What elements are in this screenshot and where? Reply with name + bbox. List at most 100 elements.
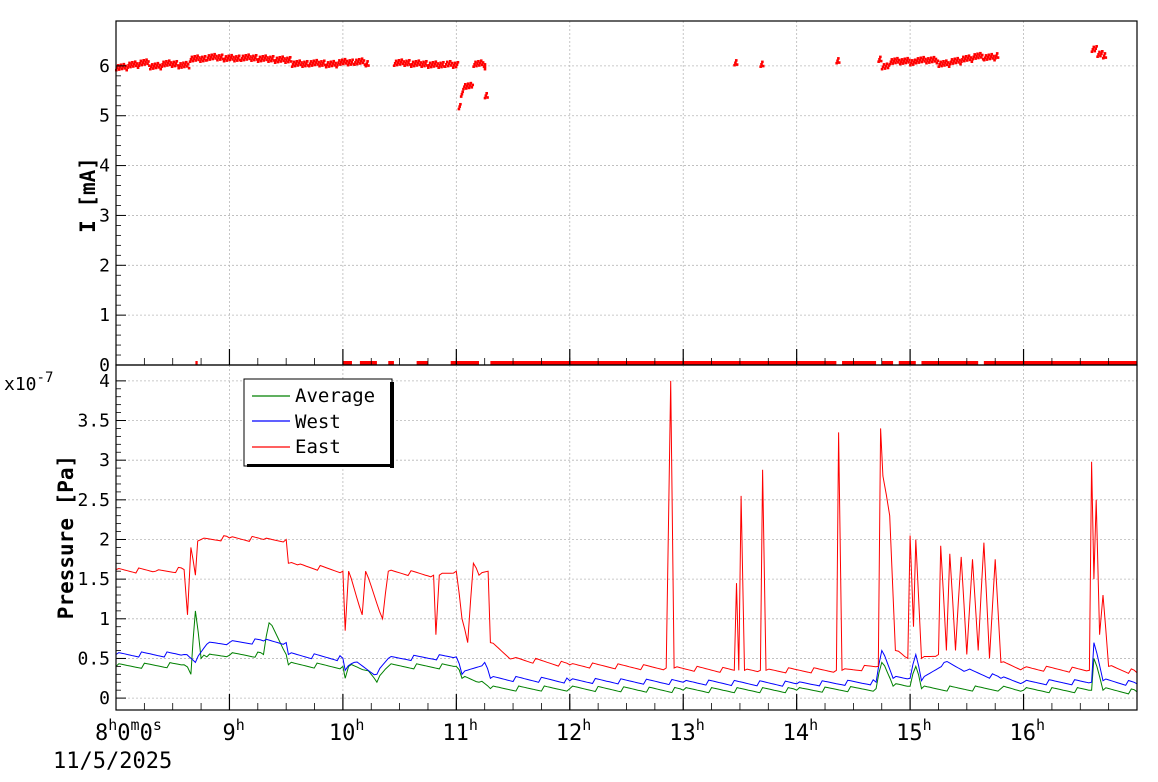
current-point — [883, 67, 887, 70]
current-point — [879, 55, 882, 59]
current-point — [304, 64, 307, 68]
current-point — [205, 58, 209, 62]
current-point — [132, 62, 136, 66]
current-point — [346, 63, 350, 67]
current-point — [180, 66, 183, 69]
current-point — [955, 59, 959, 62]
pressure-series-line-west — [115, 638, 1138, 687]
current-point — [328, 62, 332, 66]
current-y-tick-label: 2 — [99, 255, 110, 276]
current-point — [295, 59, 299, 63]
current-point — [426, 66, 430, 69]
pressure-y-ticks: 0 0.5 1 1.5 2 2.5 3 3.5 4 — [77, 371, 126, 709]
current-point — [163, 64, 166, 68]
current-zero-segment — [898, 361, 916, 365]
current-point — [270, 59, 273, 63]
x-tick-label: 9h — [222, 716, 244, 746]
current-point — [212, 55, 215, 58]
current-point — [190, 55, 194, 59]
current-point — [903, 57, 907, 61]
current-point — [302, 62, 305, 66]
current-point — [430, 63, 434, 66]
current-point — [130, 63, 133, 66]
current-point — [299, 63, 302, 67]
legend-entry-east: East — [252, 436, 341, 458]
current-point — [896, 56, 899, 60]
x-axis-start-label: 8h0m0s — [95, 716, 162, 746]
current-point — [478, 64, 481, 67]
current-point — [960, 60, 963, 63]
pressure-series-line-average — [115, 610, 1138, 695]
current-point — [422, 60, 425, 64]
current-point — [344, 62, 348, 65]
current-point — [214, 57, 217, 60]
current-point — [182, 61, 185, 65]
current-point — [120, 67, 124, 71]
current-point — [153, 62, 157, 66]
current-point — [436, 62, 440, 65]
current-y-tick-label: 5 — [99, 106, 110, 127]
current-point — [201, 59, 205, 63]
current-point — [984, 54, 988, 57]
current-point — [196, 54, 199, 57]
current-point — [480, 63, 484, 67]
legend-label-average: Average — [295, 385, 375, 407]
current-point — [917, 61, 921, 64]
current-point — [473, 62, 476, 66]
current-point — [311, 61, 315, 65]
current-point — [393, 61, 397, 65]
current-point — [232, 55, 235, 59]
current-y-tick-label: 0 — [99, 355, 110, 376]
x-tick-label: 14h — [783, 716, 819, 746]
current-point — [414, 59, 418, 63]
current-point — [945, 63, 949, 67]
current-point — [360, 57, 364, 60]
current-point — [435, 64, 439, 68]
x-tick-label: 11h — [442, 716, 478, 746]
current-point — [248, 57, 251, 61]
current-point — [340, 58, 344, 62]
current-point — [907, 61, 910, 64]
current-point — [149, 65, 153, 69]
current-point — [275, 56, 279, 60]
current-point — [483, 67, 487, 71]
current-point — [397, 58, 401, 62]
pressure-y-tick-label: 1.5 — [77, 569, 110, 590]
current-point — [953, 57, 957, 61]
current-point — [219, 55, 223, 59]
current-y-tick-label: 3 — [99, 205, 110, 226]
current-point — [142, 58, 146, 62]
current-point — [145, 58, 148, 61]
current-point — [453, 61, 457, 65]
current-point — [222, 59, 226, 63]
current-point — [327, 65, 331, 68]
current-point — [221, 57, 225, 61]
current-point — [978, 54, 981, 57]
current-point — [288, 58, 291, 61]
current-point — [273, 61, 277, 64]
current-point — [434, 60, 438, 63]
current-point — [319, 62, 322, 66]
current-point — [403, 64, 406, 67]
current-zero-segment — [195, 361, 198, 365]
current-point — [405, 59, 408, 63]
current-point — [407, 61, 410, 64]
current-point — [276, 60, 280, 64]
current-point — [278, 55, 282, 59]
current-point — [301, 65, 304, 68]
current-point — [172, 60, 176, 64]
current-point — [335, 65, 338, 69]
current-point — [234, 57, 237, 61]
current-point — [948, 62, 952, 66]
current-point — [216, 58, 219, 62]
current-point — [230, 53, 233, 57]
pressure-y-tick-label: 2 — [99, 529, 110, 550]
current-point — [366, 60, 369, 63]
current-point — [187, 66, 191, 70]
current-point — [908, 58, 911, 62]
current-point — [469, 81, 473, 85]
current-point — [459, 95, 463, 98]
current-point — [993, 58, 996, 62]
current-point — [443, 65, 447, 68]
current-point — [349, 63, 353, 66]
